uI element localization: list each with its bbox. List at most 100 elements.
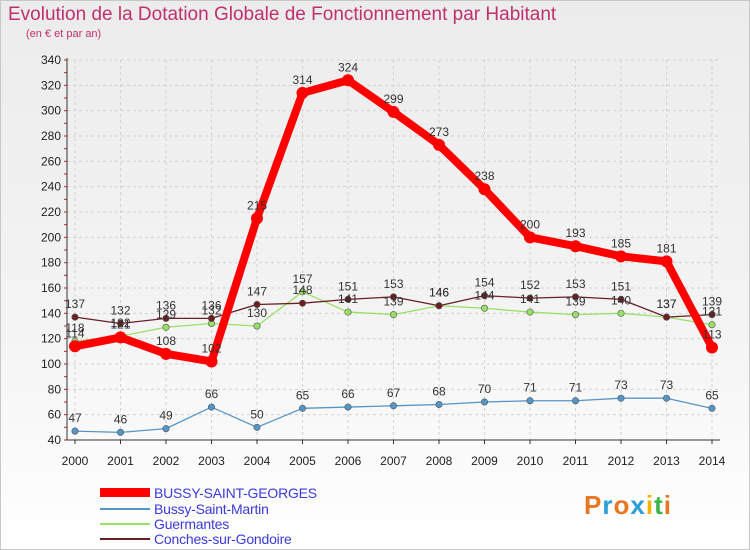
x-tick-label: 2009 [471,454,498,468]
data-label: 238 [474,169,494,183]
series [69,74,718,436]
logo-letter: o [613,490,631,520]
y-tick-label: 320 [41,78,61,92]
data-label: 46 [114,412,128,426]
data-point [208,403,216,411]
data-point [114,331,127,344]
data-point [298,404,306,412]
data-point [569,240,582,253]
data-label: 113 [702,328,721,342]
data-label: 71 [569,381,583,395]
data-label: 141 [338,292,358,306]
y-tick-label: 80 [48,382,62,396]
data-label: 131 [702,305,722,319]
data-point [253,322,261,330]
data-label: 140 [611,293,631,307]
data-point [342,74,354,87]
y-tick-label: 300 [41,104,61,118]
data-point [389,293,397,301]
data-point [433,138,445,151]
data-label: 65 [705,388,719,402]
data-label: 139 [565,295,585,309]
y-tick-label: 280 [41,129,61,143]
data-point [524,231,536,244]
data-label: 273 [429,125,449,139]
x-tick-label: 2005 [289,454,316,468]
data-label: 70 [478,382,492,396]
x-tick-label: 2002 [153,454,180,468]
data-point [69,340,81,353]
data-point [708,321,716,329]
y-tick-label: 220 [41,205,61,219]
logo-letter: r [602,490,614,520]
data-label: 137 [656,297,676,311]
data-point [615,250,627,263]
y-tick-label: 60 [48,408,62,422]
data-label: 147 [247,284,267,298]
data-label: 324 [338,60,358,74]
data-label: 200 [520,217,540,231]
x-tick-label: 2000 [62,454,89,468]
data-point [617,309,625,317]
data-point [296,86,309,99]
y-tick-label: 120 [41,332,61,346]
data-label: 65 [296,388,310,402]
data-point [251,212,263,225]
legend-item-conches-sur-gondoire[interactable]: Conches-sur-Gondoire [100,531,292,547]
x-tick-label: 2011 [563,454,589,468]
data-label: 66 [341,387,355,401]
data-point [117,319,125,327]
legend-item-bussy-saint-georges[interactable]: BUSSY-SAINT-GEORGES [100,485,317,501]
legend-swatch [100,522,150,525]
data-point [344,403,352,411]
y-tick-label: 240 [41,180,61,194]
data-point [162,425,170,433]
data-point [344,308,352,316]
data-point [660,255,673,268]
data-point [708,404,716,412]
data-label: 132 [201,303,221,317]
data-point [435,302,443,310]
data-point [435,401,443,409]
data-point [253,423,261,431]
series-bussy-saint-martin [71,394,716,436]
data-point [298,288,306,296]
data-label: 139 [383,295,403,309]
logo-letter: x [630,490,646,520]
data-point [480,292,488,300]
y-tick-label: 260 [41,154,61,168]
legend-item-guermantes[interactable]: Guermantes [100,516,229,532]
data-label: 49 [159,409,173,423]
y-tick-label: 160 [41,281,61,295]
legend-label: Bussy-Saint-Martin [154,500,269,517]
series-conches-sur-gondoire [71,292,716,327]
legend-item-bussy-saint-martin[interactable]: Bussy-Saint-Martin [100,500,269,517]
data-label: 102 [201,341,221,355]
data-label: 108 [156,334,176,348]
y-tick-label: 200 [41,230,61,244]
legend-swatch [100,507,150,510]
x-tick-label: 2010 [517,454,544,468]
data-label: 154 [474,276,494,290]
data-point [71,427,79,435]
data-label: 215 [247,198,267,212]
data-label: 73 [660,378,674,392]
proxiti-logo: Proxiti [584,490,672,521]
data-point [571,311,579,319]
data-point [160,347,172,360]
data-point [706,341,718,354]
data-label: 157 [292,272,312,286]
data-point [526,308,534,316]
data-label: 136 [156,298,176,312]
grid [67,59,720,441]
data-label: 151 [338,279,358,293]
data-label: 66 [205,387,219,401]
legend-swatch [100,537,150,540]
data-point [117,428,125,436]
data-point [526,397,534,405]
y-tick-label: 180 [41,256,61,270]
data-label: 137 [656,297,676,311]
